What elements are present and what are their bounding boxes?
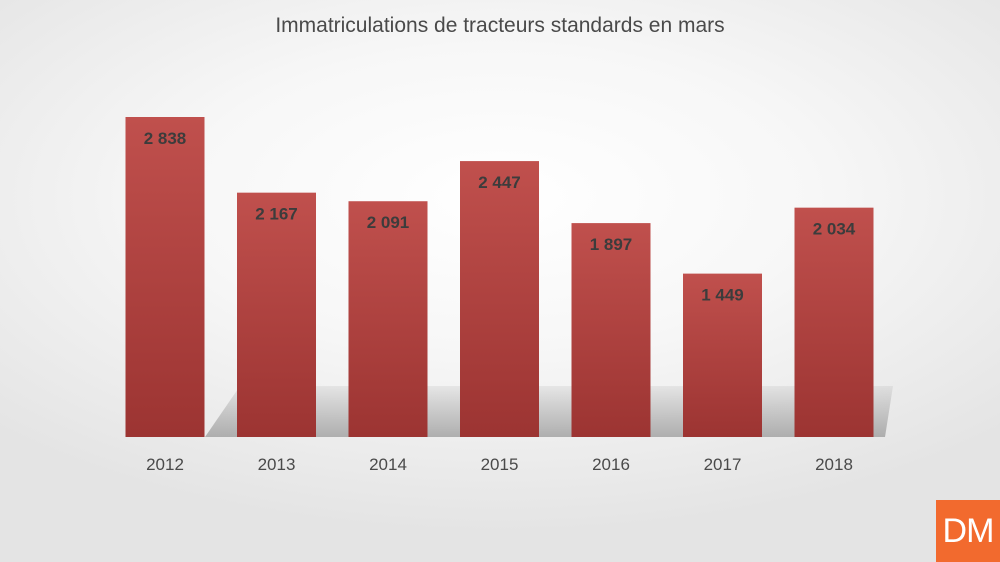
bar-2014 [348, 201, 428, 437]
bar-2013 [237, 192, 316, 437]
dm-logo: DM [936, 500, 1000, 562]
data-label-2017: 1 449 [701, 286, 744, 305]
data-label-2012: 2 838 [144, 129, 187, 148]
bar-2018 [794, 207, 874, 437]
data-label-2013: 2 167 [255, 205, 298, 224]
bar-2015 [460, 161, 539, 437]
bar-2012 [125, 117, 205, 437]
x-tick-label-2015: 2015 [481, 455, 519, 474]
x-tick-label-2018: 2018 [815, 455, 853, 474]
chart-title: Immatriculations de tracteurs standards … [275, 14, 725, 37]
bar-2016 [571, 223, 651, 437]
bars-layer: 2 838 2012 2 167 2013 2 091 2014 2 447 2015 1 89… [125, 117, 874, 474]
data-label-2014: 2 091 [367, 213, 410, 232]
x-tick-label-2017: 2017 [704, 455, 742, 474]
x-tick-label-2013: 2013 [258, 455, 296, 474]
data-label-2018: 2 034 [813, 220, 856, 239]
bar-2017 [683, 273, 762, 437]
data-label-2015: 2 447 [478, 173, 521, 192]
x-tick-label-2014: 2014 [369, 455, 407, 474]
x-tick-label-2012: 2012 [146, 455, 184, 474]
x-tick-label-2016: 2016 [592, 455, 630, 474]
data-label-2016: 1 897 [590, 235, 633, 254]
